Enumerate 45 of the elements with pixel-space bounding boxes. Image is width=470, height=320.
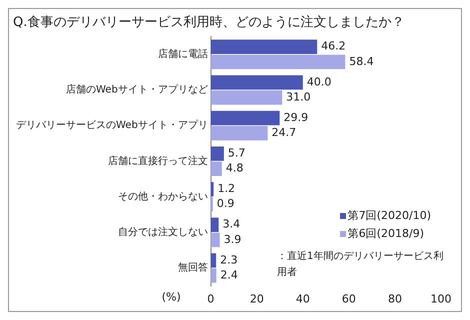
y-tick-label: 店舗に直接行って注文 [108, 154, 208, 167]
y-tick-label: その他・わからない [118, 190, 208, 202]
y-tick-label: 店舗に電話 [158, 48, 208, 60]
x-tick-label: 80 [388, 292, 402, 306]
text: 1.2 [218, 182, 236, 196]
bar [210, 218, 219, 232]
bar [210, 232, 220, 248]
bar [210, 182, 214, 196]
bar [210, 253, 216, 268]
x-axis-title: (%) [162, 290, 181, 304]
bar [210, 54, 346, 70]
bar [210, 268, 216, 283]
text: 2.3 [220, 253, 238, 266]
text: 2.4 [220, 268, 238, 282]
text: 4.8 [226, 162, 244, 175]
text: 5.7 [228, 146, 246, 160]
legend-label: 第6回(2018/9) [348, 226, 424, 242]
text: 24.7 [272, 126, 296, 140]
bar [210, 90, 282, 105]
bar [210, 126, 268, 140]
y-tick-label: 自分では注文しない [118, 226, 208, 238]
text: 3.9 [224, 232, 242, 246]
bar [210, 75, 303, 90]
annotation: ：直近1年間のデリバリーサービス利用者 [277, 250, 444, 280]
text: 46.2 [321, 40, 346, 53]
chart-title: Q.食事のデリバリーサービス利用時、どのように注文しましたか？ [13, 15, 404, 30]
legend-label: 第7回(2020/10) [348, 208, 431, 224]
x-tick-label: 0 [207, 292, 214, 306]
x-tick-label: 20 [250, 292, 264, 306]
y-tick-label: デリバリーサービスのWebサイト・アプリ [16, 119, 208, 132]
bar [210, 146, 224, 161]
text: 29.9 [284, 110, 308, 124]
text: 58.4 [349, 54, 374, 68]
bar [210, 40, 318, 54]
x-tick-label: 60 [342, 292, 356, 306]
x-tick-label: 40 [296, 292, 310, 306]
text: 3.4 [222, 218, 240, 231]
text: 0.9 [216, 197, 234, 210]
x-tick-label: 100 [430, 292, 452, 306]
y-tick-label: 店舗のWebサイト・アプリなど [66, 84, 208, 96]
bar [210, 110, 280, 126]
text: 31.0 [286, 90, 311, 104]
bar [210, 162, 222, 176]
text: 40.0 [306, 75, 332, 88]
y-tick-label: 無回答 [178, 262, 208, 274]
